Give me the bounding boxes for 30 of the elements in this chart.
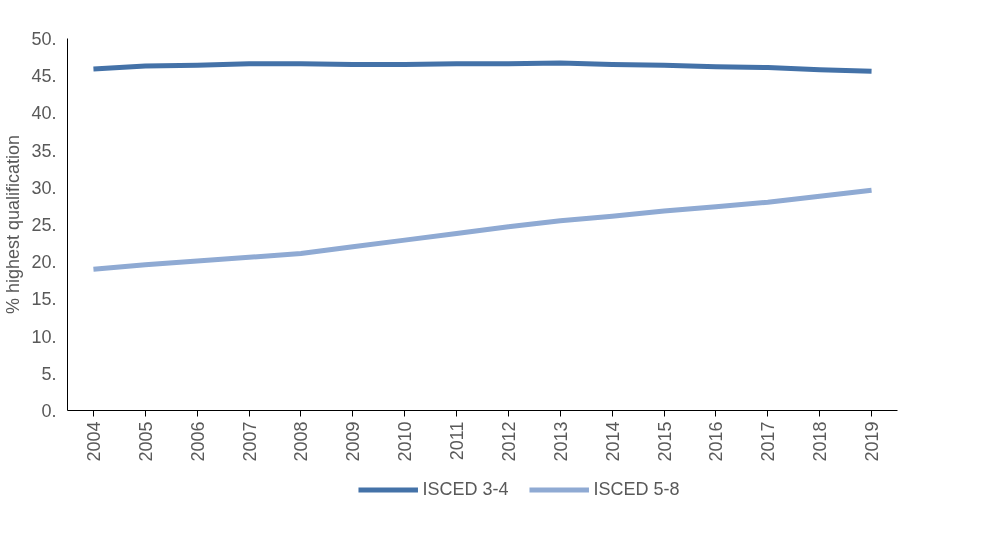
x-tick-label: 2009 xyxy=(343,421,364,462)
y-tick-label: 50. xyxy=(31,29,57,49)
legend-label: ISCED 5-8 xyxy=(593,478,680,500)
x-tick-label: 2017 xyxy=(758,421,779,462)
x-tick-label: 2005 xyxy=(135,421,156,462)
y-tick-label: 10. xyxy=(31,326,57,347)
x-tick-label: 2013 xyxy=(550,421,571,462)
x-tick-label: 2012 xyxy=(498,421,519,462)
x-tick-label: 2007 xyxy=(239,421,260,462)
y-tick-label: 5. xyxy=(41,363,57,384)
y-axis-title: % highest qualification xyxy=(3,134,24,315)
y-tick-label: 40. xyxy=(31,103,57,124)
y-tick-label: 35. xyxy=(31,140,57,161)
x-tick-label: 2008 xyxy=(291,421,312,462)
x-tick-label: 2016 xyxy=(706,421,727,462)
y-tick-label: 45. xyxy=(31,66,57,87)
y-tick-label: 25. xyxy=(31,215,57,235)
x-tick-label: 2004 xyxy=(83,421,104,462)
y-tick-label: 20. xyxy=(31,252,57,273)
y-tick-label: 15. xyxy=(31,289,57,310)
x-tick-label: 2018 xyxy=(810,421,831,462)
x-tick-label: 2015 xyxy=(654,421,675,462)
x-tick-label: 2006 xyxy=(187,421,208,462)
legend-label: ISCED 3-4 xyxy=(422,478,509,500)
x-tick-label: 2010 xyxy=(395,421,416,462)
y-tick-label: 0. xyxy=(41,401,57,421)
x-tick-label: 2011 xyxy=(447,421,468,461)
x-tick-label: 2014 xyxy=(602,421,623,462)
y-tick-label: 30. xyxy=(31,177,57,198)
x-tick-label: 2019 xyxy=(862,421,883,462)
